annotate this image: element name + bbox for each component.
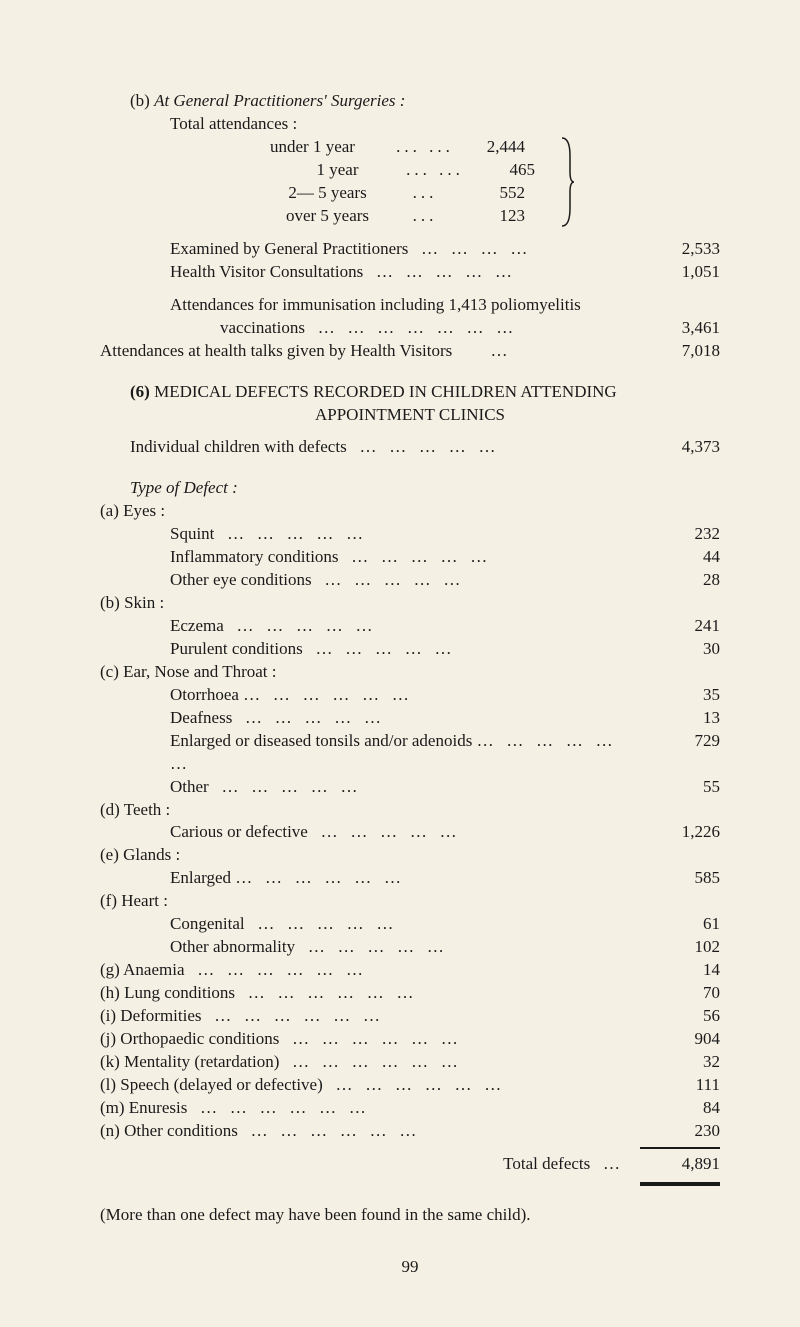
age-row: over 5 years ... 123: [270, 205, 552, 228]
defect-row: (n) Other conditions … … … … … …230: [100, 1120, 720, 1143]
data-row: Health Visitor Consultations … … … … … 1…: [100, 261, 720, 284]
age-row: 1 year ... ... 465: [270, 159, 552, 182]
age-row: 2— 5 years ... 552: [270, 182, 552, 205]
defect-row: Enlarged … … … … … …585: [100, 867, 720, 890]
defect-row: Carious or defective … … … … …1,226: [100, 821, 720, 844]
defect-group-heading: (a) Eyes :: [100, 500, 720, 523]
defect-row: Purulent conditions … … … … …30: [100, 638, 720, 661]
defect-row: (l) Speech (delayed or defective) … … … …: [100, 1074, 720, 1097]
defect-row: Eczema … … … … …241: [100, 615, 720, 638]
type-of-defect-heading: Type of Defect :: [100, 477, 720, 500]
defect-row: (k) Mentality (retardation) … … … … … …3…: [100, 1051, 720, 1074]
defect-row: Otorrhoea … … … … … …35: [100, 684, 720, 707]
total-defects-row: Total defects … 4,891: [100, 1153, 720, 1176]
defect-row: Other abnormality … … … … …102: [100, 936, 720, 959]
age-row: under 1 year ... ... 2,444: [270, 136, 552, 159]
curly-bracket-icon: [560, 136, 576, 228]
defect-row: Other eye conditions … … … … …28: [100, 569, 720, 592]
defect-group-heading: (c) Ear, Nose and Throat :: [100, 661, 720, 684]
defect-row: Inflammatory conditions … … … … …44: [100, 546, 720, 569]
page-number: 99: [100, 1256, 720, 1279]
section-b-letter: (b): [100, 91, 150, 110]
data-row: Examined by General Practitioners … … … …: [100, 238, 720, 261]
defect-group-heading: (b) Skin :: [100, 592, 720, 615]
immunisation-intro: Attendances for immunisation including 1…: [100, 294, 720, 317]
defect-group-heading: (e) Glands :: [100, 844, 720, 867]
rule-line: [640, 1147, 720, 1149]
defect-row: (g) Anaemia … … … … … …14: [100, 959, 720, 982]
defect-group-heading: (d) Teeth :: [100, 799, 720, 822]
section-b-title-text: At General Practitioners' Surgeries :: [154, 91, 405, 110]
section-6-subheading: APPOINTMENT CLINICS: [100, 404, 720, 427]
defect-row: (m) Enuresis … … … … … …84: [100, 1097, 720, 1120]
data-row: Attendances at health talks given by Hea…: [100, 340, 720, 363]
defect-group-heading: (f) Heart :: [100, 890, 720, 913]
defect-row: Squint … … … … …232: [100, 523, 720, 546]
defect-row: (h) Lung conditions … … … … … …70: [100, 982, 720, 1005]
footnote: (More than one defect may have been foun…: [100, 1204, 720, 1227]
defect-row: Congenital … … … … …61: [100, 913, 720, 936]
defect-row: (i) Deformities … … … … … …56: [100, 1005, 720, 1028]
defect-row: (j) Orthopaedic conditions … … … … … …90…: [100, 1028, 720, 1051]
defect-row: Deafness … … … … …13: [100, 707, 720, 730]
total-attendances-label: Total attendances :: [100, 113, 720, 136]
data-row: vaccinations … … … … … … … 3,461: [100, 317, 720, 340]
section-6-heading: (6) MEDICAL DEFECTS RECORDED IN CHILDREN…: [100, 381, 720, 404]
defect-row: Other … … … … …55: [100, 776, 720, 799]
age-breakdown: under 1 year ... ... 2,444 1 year ... ..…: [100, 136, 720, 228]
section-b-title: (b) At General Practitioners' Surgeries …: [100, 90, 720, 113]
defect-row: Enlarged or diseased tonsils and/or aden…: [100, 730, 720, 776]
individual-children-row: Individual children with defects … … … ……: [100, 436, 720, 459]
